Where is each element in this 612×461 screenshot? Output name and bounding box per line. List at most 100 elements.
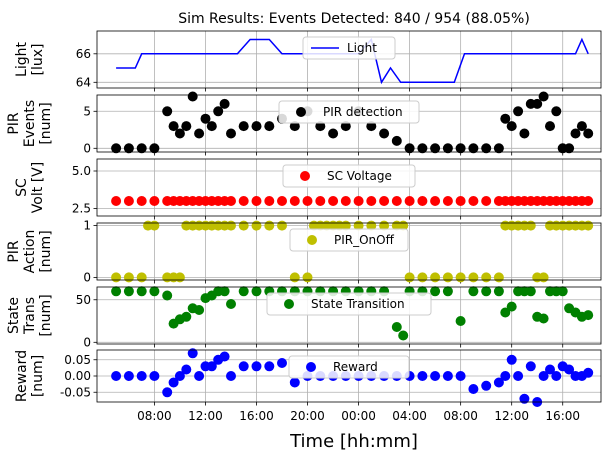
data-point — [391, 135, 402, 146]
data-point — [136, 371, 147, 381]
data-point — [213, 106, 224, 117]
data-point — [455, 371, 466, 381]
data-point — [500, 113, 511, 124]
data-point — [238, 220, 249, 231]
chart-title: Sim Results: Events Detected: 840 / 954 … — [178, 11, 530, 27]
data-point — [219, 351, 230, 362]
data-point — [264, 220, 275, 231]
data-point — [455, 272, 466, 283]
data-point — [442, 272, 453, 283]
data-point — [340, 121, 351, 132]
data-point — [493, 286, 504, 297]
data-point — [251, 220, 262, 231]
y-tick-label: 5 — [83, 104, 91, 118]
data-point — [174, 272, 185, 283]
data-point — [430, 143, 441, 154]
legend-box — [289, 228, 409, 252]
data-point — [238, 361, 249, 372]
y-axis-title: Reward[num] — [14, 350, 46, 402]
legend: Light — [302, 36, 396, 60]
axes-frame — [96, 158, 602, 217]
x-tick-label: 08:00 — [137, 409, 172, 423]
data-point — [442, 286, 453, 297]
legend: SC Voltage — [282, 164, 416, 188]
data-point — [391, 196, 402, 206]
data-point — [302, 272, 313, 283]
data-point — [506, 354, 517, 365]
legend-label: State Transition — [311, 297, 405, 311]
data-point — [391, 322, 402, 332]
data-point — [398, 330, 409, 341]
axes-frame — [96, 349, 602, 403]
data-point — [315, 121, 326, 132]
data-point — [136, 286, 147, 297]
data-point — [455, 316, 466, 326]
data-point — [379, 196, 390, 206]
data-point — [289, 121, 300, 132]
data-point — [570, 128, 581, 139]
data-point — [136, 143, 147, 154]
subplot-1: 64 66 Light Light[lux] — [14, 30, 602, 92]
data-point — [277, 358, 287, 368]
data-point — [111, 143, 122, 154]
data-point — [468, 196, 479, 206]
data-point — [149, 196, 160, 206]
data-point — [481, 272, 492, 283]
data-point — [238, 196, 249, 206]
data-point — [583, 367, 594, 378]
data-point — [111, 371, 122, 381]
data-point — [379, 128, 390, 139]
data-point — [500, 371, 511, 381]
axes-frame — [96, 222, 602, 281]
data-point — [525, 286, 536, 297]
data-point — [455, 143, 466, 154]
data-point — [251, 121, 262, 132]
legend-dot-marker — [300, 171, 310, 181]
data-point — [525, 361, 536, 372]
legend-dot-marker — [306, 362, 316, 372]
data-point — [519, 128, 530, 139]
data-point — [194, 128, 205, 139]
data-point — [123, 286, 134, 297]
data-point — [149, 286, 160, 297]
y-tick-label: 64 — [76, 75, 91, 89]
data-point — [481, 196, 492, 206]
data-point — [551, 371, 562, 381]
legend-label: Light — [347, 41, 377, 55]
y-tick-label: 0 — [83, 270, 91, 284]
data-point — [404, 272, 415, 283]
data-point — [251, 196, 262, 206]
data-point — [328, 196, 339, 206]
data-point — [187, 91, 198, 102]
data-point — [111, 196, 122, 206]
data-point — [238, 121, 249, 132]
data-point — [366, 196, 377, 206]
subplot-5: 0 50 State Transition StateTrans[num] — [6, 286, 602, 349]
y-tick-label: 5.0 — [72, 164, 91, 178]
data-point — [417, 272, 428, 283]
data-point — [226, 220, 236, 231]
data-point — [430, 286, 441, 297]
data-point — [532, 98, 543, 109]
data-point — [264, 361, 275, 372]
data-point — [302, 196, 313, 206]
x-tick-label: 04:00 — [392, 409, 427, 423]
y-tick-label: -0.05 — [60, 385, 91, 399]
data-point — [500, 307, 511, 318]
data-point — [226, 196, 236, 206]
y-tick-label: 0 — [83, 335, 91, 349]
data-point — [468, 272, 479, 283]
data-point — [162, 387, 173, 398]
data-point — [538, 91, 549, 102]
data-point — [576, 121, 587, 132]
legend-box — [302, 36, 396, 60]
subplot-6: 0.05 0.00 -0.05 Reward Reward[num] — [14, 348, 602, 407]
data-point — [430, 272, 441, 283]
data-point — [168, 121, 179, 132]
data-point — [181, 364, 192, 375]
data-point — [538, 371, 549, 381]
y-tick-label: 66 — [76, 47, 91, 61]
data-point — [219, 98, 230, 109]
x-axis-title: Time [hh:mm] — [289, 431, 418, 452]
